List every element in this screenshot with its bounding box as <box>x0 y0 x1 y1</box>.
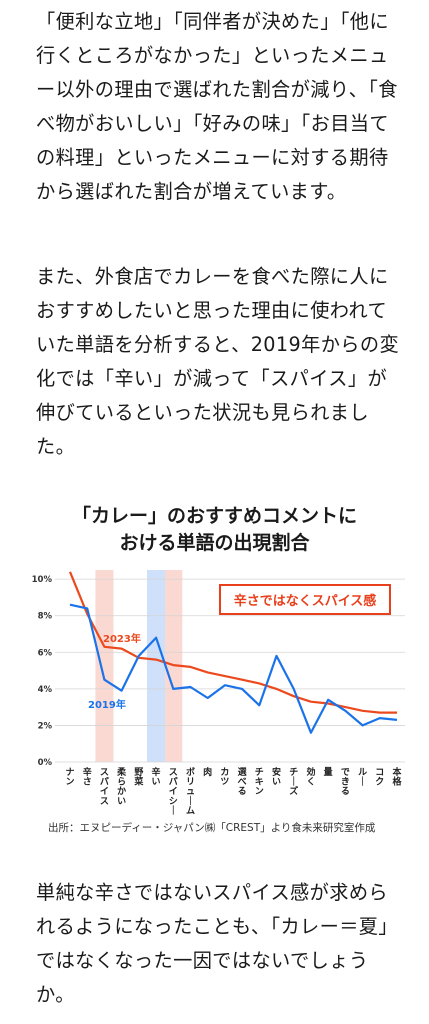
category-label: 野菜 <box>133 767 144 788</box>
y-tick-label: 10% <box>32 575 53 585</box>
category-label: 選べる <box>238 767 248 797</box>
category-label: コク <box>375 768 384 788</box>
chart-title: 「カレー」のおすすめコメントに おける単語の出現割合 <box>0 503 429 557</box>
category-label: カツ <box>220 767 229 788</box>
y-tick-label: 4% <box>38 685 53 695</box>
series-label-2023: 2023年 <box>103 632 141 645</box>
category-label: 量 <box>324 766 333 778</box>
y-tick-label: 0% <box>38 758 53 768</box>
category-label: チ｜ズ <box>289 767 298 797</box>
category-label: チキン <box>255 767 264 797</box>
category-label: スパイシ｜ <box>169 767 178 816</box>
highlight-band-blue <box>147 570 166 762</box>
paragraph-conclusion: 単純な辛さではないスパイス感が求められるようになったことも、「カレー＝夏」ではな… <box>36 881 398 1006</box>
highlight-band-red <box>95 570 114 762</box>
paragraph-analysis: また、外食店でカレーを食べた際に人におすすめしたいと思った理由に使われていた単語… <box>36 265 400 458</box>
annotation-box <box>219 584 391 615</box>
category-label: 柔らかい <box>116 767 127 807</box>
category-label: 安い <box>272 766 281 788</box>
word-frequency-chart: 0%2%4%6%8%10%2023年2019年辛さではなくスパイス感ナン辛さスパ… <box>32 570 405 816</box>
series-line-2019 <box>69 603 398 734</box>
y-tick-label: 6% <box>38 648 53 658</box>
category-label: ボリュ｜ム <box>186 766 195 816</box>
chart-source: 出所：エヌピーディー・ジャパン㈱「CREST」より食未来研究室作成 <box>48 822 376 834</box>
category-label: 辛い <box>152 766 161 788</box>
series-label-2019: 2019年 <box>88 698 126 711</box>
chart-title-line1: 「カレー」のおすすめコメントに <box>71 505 357 527</box>
chart-title-line2: おける単語の出現割合 <box>119 532 310 554</box>
category-label: 効く <box>306 766 315 788</box>
category-label: 本格 <box>392 766 402 788</box>
category-label: できる <box>341 767 350 797</box>
category-label: 肉 <box>203 766 212 778</box>
annotation-text: 辛さではなくスパイス感 <box>234 593 377 609</box>
series-line-2023 <box>68 571 397 714</box>
category-label: ナン <box>65 767 74 788</box>
y-tick-label: 2% <box>38 721 53 731</box>
y-tick-label: 8% <box>38 612 53 622</box>
paragraph-intro: 「便利な立地」「同伴者が決めた」「他に行くところがなかった」といったメニュー以外… <box>36 10 398 203</box>
category-label: 辛さ <box>83 766 92 788</box>
category-label: ル｜ <box>358 767 367 788</box>
category-label: スパイス <box>100 767 109 807</box>
